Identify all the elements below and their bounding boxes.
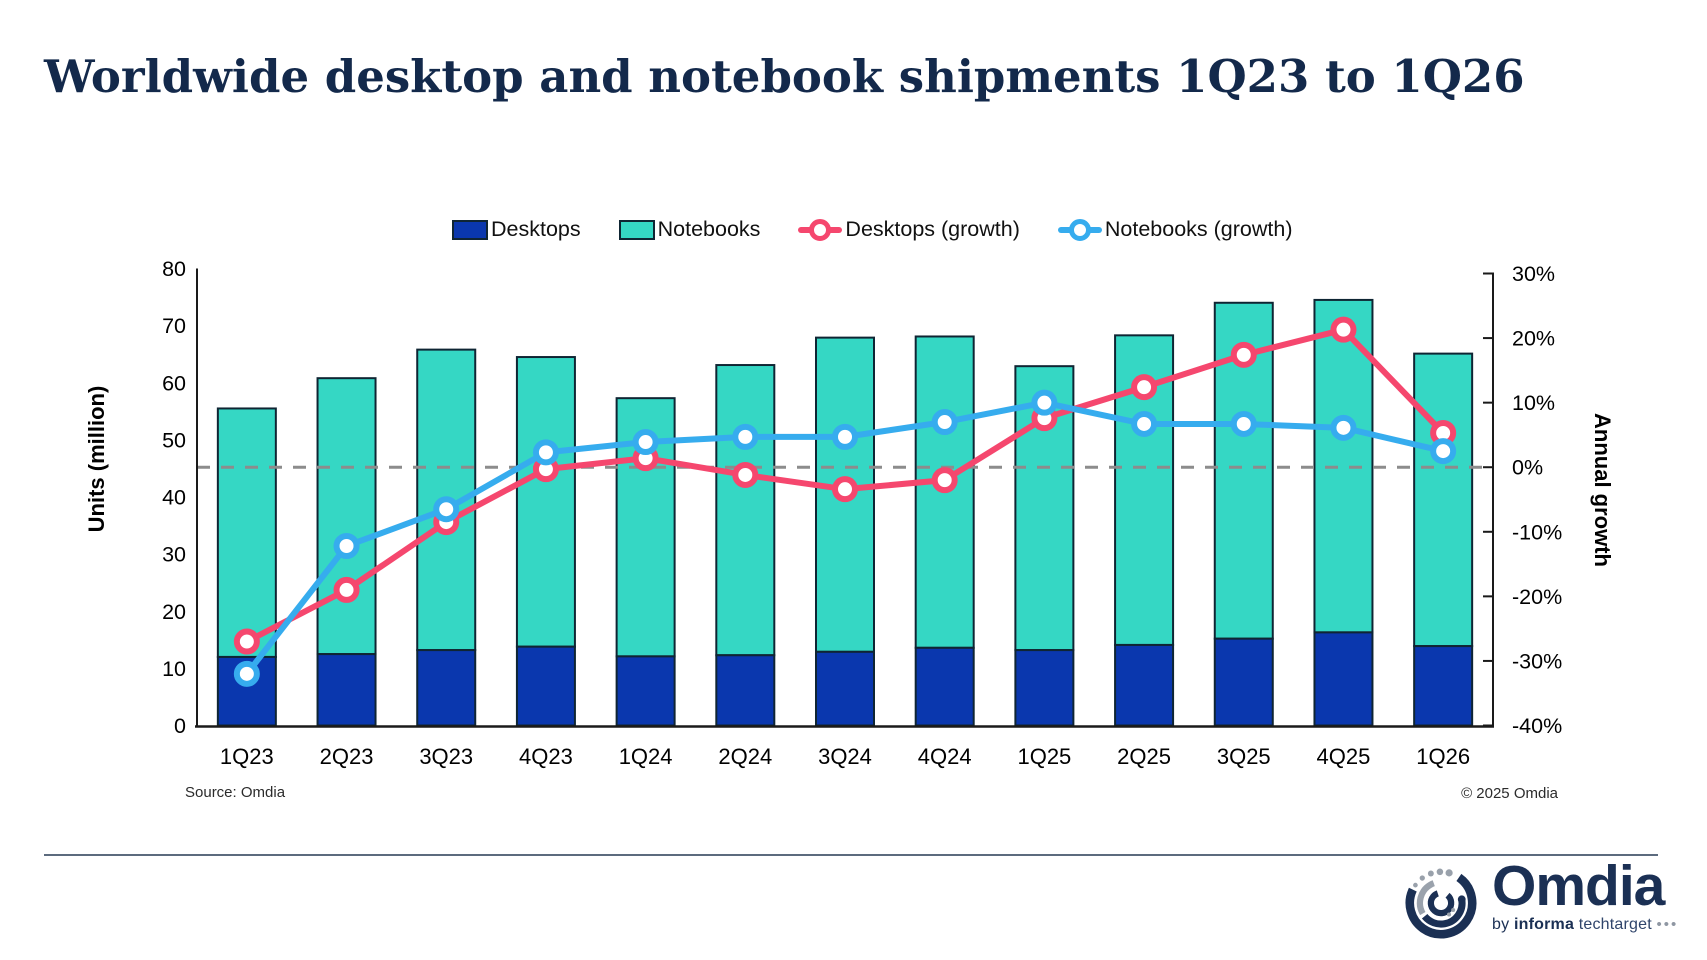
x-axis-label-2Q25: 2Q25 xyxy=(1117,744,1171,769)
point-notebooks-growth-2Q24 xyxy=(732,423,759,450)
point-desktops-growth-2Q24 xyxy=(732,461,759,488)
right-axis-tick-10: 10% xyxy=(1512,391,1555,415)
point-notebooks-growth-2Q25 xyxy=(1131,410,1158,437)
omdia-logo-icon xyxy=(1405,867,1477,939)
footer-divider xyxy=(44,854,1658,856)
legend-label: Notebooks (growth) xyxy=(1104,217,1293,241)
point-desktops-growth-3Q25 xyxy=(1230,341,1257,368)
legend-item-desktops-growth: Desktops (growth) xyxy=(798,217,1020,242)
left-axis-tick-60: 60 xyxy=(162,371,186,395)
x-axis-label-4Q24: 4Q24 xyxy=(918,744,972,769)
chart-legend: Desktops Notebooks Desktops (growth) Not… xyxy=(452,217,1293,242)
bar-segment-desktops-3Q25 xyxy=(1213,637,1274,727)
bar-segment-notebooks-1Q23 xyxy=(216,407,277,658)
bar-segment-notebooks-1Q26 xyxy=(1413,352,1474,648)
point-notebooks-growth-4Q25 xyxy=(1330,414,1357,441)
point-desktops-growth-2Q23 xyxy=(333,576,360,603)
bar-segment-desktops-1Q24 xyxy=(615,655,676,727)
legend-label: Desktops xyxy=(491,217,581,241)
x-axis-label-1Q23: 1Q23 xyxy=(220,744,274,769)
bar-segment-desktops-4Q23 xyxy=(515,645,576,727)
notebooks-growth-line-icon xyxy=(1057,218,1102,242)
right-axis-tick--20: -20% xyxy=(1512,585,1562,609)
right-axis-tick--40: -40% xyxy=(1512,714,1562,738)
legend-label: Notebooks xyxy=(657,217,761,241)
left-axis-tick-70: 70 xyxy=(162,314,186,338)
left-axis-tick-30: 30 xyxy=(162,543,186,567)
right-axis-tick--30: -30% xyxy=(1512,649,1562,673)
left-axis-tick-50: 50 xyxy=(162,428,186,452)
bar-segment-notebooks-4Q23 xyxy=(515,356,576,648)
point-notebooks-growth-3Q24 xyxy=(832,423,858,450)
omdia-wordmark: Omdia xyxy=(1492,854,1665,918)
notebooks-swatch-icon xyxy=(618,219,655,240)
x-axis-label-1Q26: 1Q26 xyxy=(1416,744,1470,769)
left-axis-tick-10: 10 xyxy=(162,657,186,681)
point-desktops-growth-4Q25 xyxy=(1330,316,1357,343)
bar-segment-desktops-3Q24 xyxy=(815,650,875,727)
bar-segment-desktops-2Q23 xyxy=(316,653,377,727)
legend-label: Desktops (growth) xyxy=(845,217,1020,241)
tagline-by: by xyxy=(1492,916,1510,933)
point-notebooks-growth-4Q24 xyxy=(931,409,958,436)
legend-item-desktops: Desktops xyxy=(452,217,581,242)
combo-chart: 80 70 60 50 40 30 20 10 0 30% 20% 10% 0% -10% -20% -30%… xyxy=(162,257,1562,769)
point-notebooks-growth-3Q23 xyxy=(433,496,460,523)
point-notebooks-growth-1Q26 xyxy=(1430,438,1457,465)
tagline-informa: informa xyxy=(1513,916,1575,933)
x-axis-label-3Q25: 3Q25 xyxy=(1217,744,1271,769)
desktops-growth-line-icon xyxy=(798,218,843,242)
left-axis-tick-40: 40 xyxy=(162,486,186,510)
bar-segment-notebooks-2Q23 xyxy=(316,377,377,656)
bar-segment-notebooks-4Q25 xyxy=(1313,298,1374,634)
point-notebooks-growth-2Q23 xyxy=(333,532,360,559)
bar-segment-desktops-2Q25 xyxy=(1114,643,1175,727)
right-axis-tick-20: 20% xyxy=(1512,327,1555,351)
legend-item-notebooks-growth: Notebooks (growth) xyxy=(1057,217,1293,242)
point-desktops-growth-4Q24 xyxy=(931,467,958,494)
point-notebooks-growth-1Q23 xyxy=(233,660,260,687)
omdia-logo: Omdia by informa techtarget ••• xyxy=(1402,858,1678,942)
point-desktops-growth-3Q24 xyxy=(832,476,858,503)
copyright-note: © 2025 Omdia xyxy=(1461,785,1558,802)
point-desktops-growth-2Q25 xyxy=(1131,374,1158,401)
x-axis-label-4Q25: 4Q25 xyxy=(1317,744,1371,769)
point-notebooks-growth-1Q25 xyxy=(1031,389,1058,416)
point-notebooks-growth-1Q24 xyxy=(632,429,659,456)
bar-segment-desktops-2Q24 xyxy=(715,654,776,727)
bar-segment-notebooks-2Q24 xyxy=(715,364,776,657)
bar-segment-desktops-1Q25 xyxy=(1014,649,1075,727)
point-desktops-growth-1Q23 xyxy=(233,628,260,655)
bar-segment-desktops-4Q25 xyxy=(1313,631,1374,727)
legend-item-notebooks: Notebooks xyxy=(618,217,761,242)
desktops-swatch-icon xyxy=(452,219,488,240)
point-notebooks-growth-4Q23 xyxy=(532,439,559,466)
x-axis-label-3Q24: 3Q24 xyxy=(818,744,872,769)
right-axis-tick-0: 0% xyxy=(1512,456,1543,480)
point-notebooks-growth-3Q25 xyxy=(1230,410,1257,437)
x-axis-label-1Q25: 1Q25 xyxy=(1017,744,1071,769)
bar-segment-desktops-1Q26 xyxy=(1413,645,1474,727)
bar-segment-desktops-3Q23 xyxy=(416,649,477,727)
tagline-dots-icon: ••• xyxy=(1656,916,1679,933)
x-axis-label-1Q24: 1Q24 xyxy=(619,744,673,769)
x-axis-label-2Q24: 2Q24 xyxy=(718,744,772,769)
right-axis-tick-30: 30% xyxy=(1512,262,1555,286)
x-axis-label-3Q23: 3Q23 xyxy=(419,744,473,769)
x-axis-label-4Q23: 4Q23 xyxy=(519,744,573,769)
bar-segment-desktops-4Q24 xyxy=(914,646,975,727)
left-axis-tick-20: 20 xyxy=(162,600,186,624)
omdia-tagline: by informa techtarget ••• xyxy=(1492,916,1678,934)
tagline-techtarget: techtarget xyxy=(1578,916,1652,933)
source-note: Source: Omdia xyxy=(185,784,286,801)
chart-title: Worldwide desktop and notebook shipments… xyxy=(44,50,1525,103)
left-axis-tick-0: 0 xyxy=(174,714,186,738)
right-axis-tick--10: -10% xyxy=(1512,520,1562,544)
left-axis-tick-80: 80 xyxy=(162,257,186,281)
x-axis-label-2Q23: 2Q23 xyxy=(320,744,374,769)
